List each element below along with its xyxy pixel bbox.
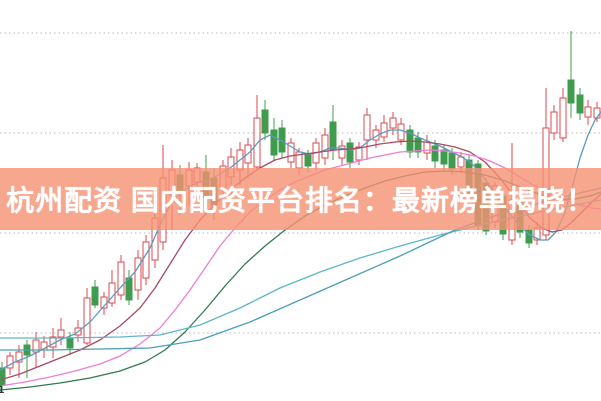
candle-body	[584, 106, 592, 118]
candle-body	[414, 137, 422, 153]
candle-body	[32, 339, 40, 353]
candle-body	[270, 129, 278, 156]
candle-body	[66, 337, 74, 349]
headline-text: 杭州配资 国内配资平台排名：最新榜单揭晓！	[6, 185, 595, 216]
candle-body	[261, 109, 269, 134]
candle-body	[287, 142, 295, 163]
candle-body	[57, 329, 65, 338]
candle-body	[15, 351, 23, 363]
candle-body	[431, 145, 439, 162]
candle-body	[0, 367, 6, 386]
candle-body	[440, 149, 448, 165]
candle-body	[397, 123, 405, 141]
candle-body	[321, 134, 329, 159]
corner-artifact: 1	[0, 384, 5, 396]
candle-body	[380, 122, 388, 138]
candle-body	[6, 355, 14, 369]
candle-body	[423, 141, 431, 154]
candle-body	[389, 117, 397, 129]
candle-body	[329, 121, 337, 151]
candle-body	[142, 241, 150, 279]
candle-body	[559, 97, 567, 139]
candle-body	[576, 94, 584, 114]
headline-banner: 杭州配资 国内配资平台排名：最新榜单揭晓！	[0, 168, 601, 230]
ma-fast-slate	[0, 111, 601, 371]
candle-body	[567, 79, 575, 104]
candle-body	[550, 111, 558, 134]
candle-body	[363, 114, 371, 141]
candle-body	[117, 261, 125, 296]
candle-body	[91, 286, 99, 306]
candle-body	[134, 257, 142, 291]
candle-body	[304, 154, 312, 167]
candle-body	[338, 145, 346, 159]
candle-body	[253, 117, 261, 168]
candle-body	[346, 142, 354, 163]
candle-body	[448, 152, 456, 170]
candle-body	[83, 297, 91, 344]
candle-body	[355, 146, 363, 161]
